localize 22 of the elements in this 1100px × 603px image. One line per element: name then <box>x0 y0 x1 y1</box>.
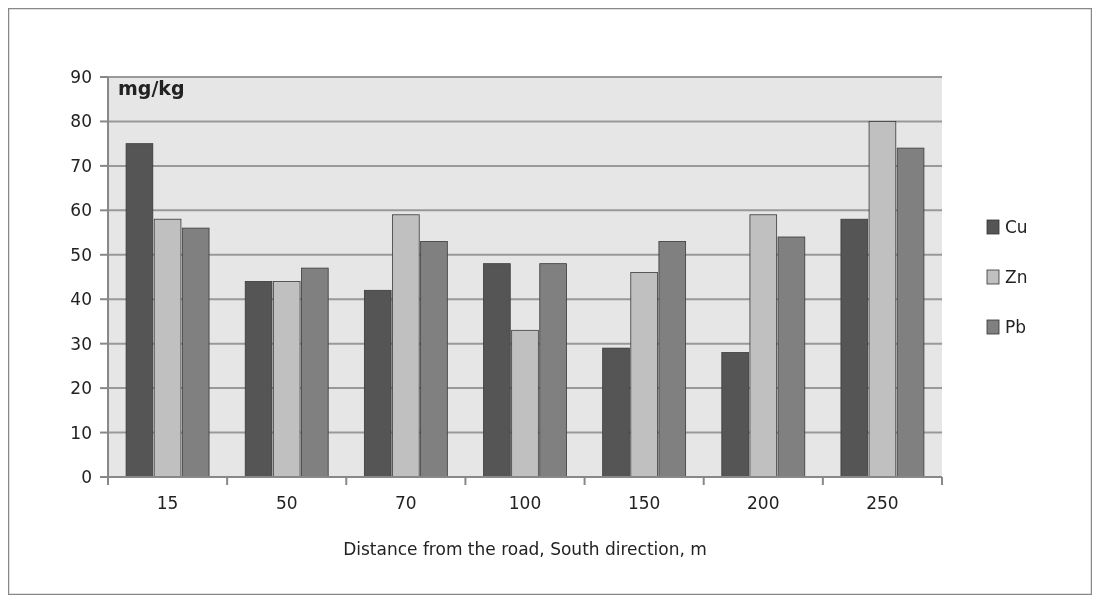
y-tick-label: 50 <box>70 244 92 265</box>
y-tick-label: 60 <box>70 200 92 221</box>
x-axis-title: Distance from the road, South direction, m <box>343 539 707 559</box>
legend-label: Cu <box>1005 216 1028 237</box>
x-tick-label: 100 <box>508 493 542 513</box>
x-tick-label: 200 <box>747 493 780 513</box>
x-tick-label: 50 <box>275 493 298 513</box>
x-tick-label: 250 <box>866 493 899 513</box>
y-tick-label: 0 <box>81 466 92 487</box>
y-tick-label: 90 <box>70 66 92 87</box>
y-tick-label: 10 <box>70 422 92 443</box>
y-tick-label: 80 <box>70 111 92 132</box>
y-tick-label: 40 <box>70 289 92 310</box>
legend-label: Pb <box>1005 316 1027 337</box>
x-tick-label: 15 <box>156 493 179 513</box>
x-tick-label: 150 <box>627 493 661 513</box>
y-tick-label: 20 <box>70 378 92 399</box>
y-axis-title: mg/kg <box>118 77 185 99</box>
legend-label: Zn <box>1005 266 1028 287</box>
y-tick-label: 30 <box>70 333 92 354</box>
y-tick-label: 70 <box>70 155 92 176</box>
x-tick-label: 70 <box>395 493 417 513</box>
